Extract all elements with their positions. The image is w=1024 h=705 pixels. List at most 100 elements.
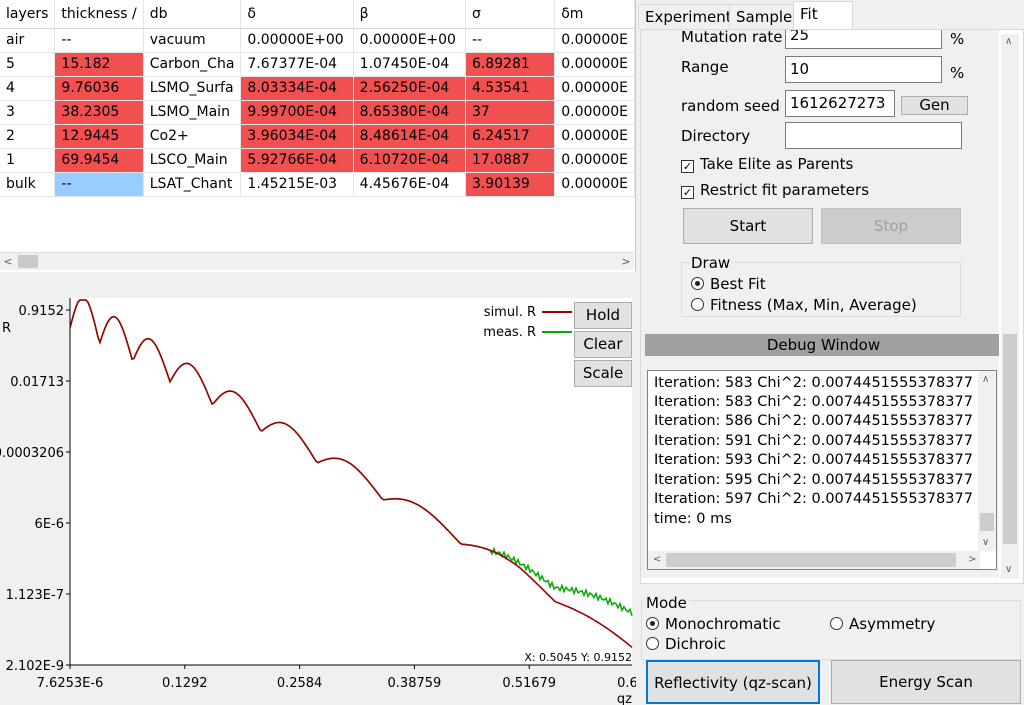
table-cell[interactable]: 9.99700E-04 xyxy=(240,100,354,125)
scroll-right-icon[interactable]: > xyxy=(621,255,631,268)
table-cell[interactable]: -- xyxy=(54,172,144,197)
scroll-down-icon[interactable]: ∨ xyxy=(982,537,990,548)
table-cell[interactable]: LSMO_Main xyxy=(143,100,242,125)
col-header-sigma[interactable]: σ xyxy=(465,0,556,29)
asymmetry-radio[interactable]: Asymmetry xyxy=(830,615,935,633)
table-cell[interactable]: LSAT_Chant xyxy=(143,172,242,197)
table-cell[interactable]: 1.07450E-04 xyxy=(353,52,466,77)
scrollbar-thumb[interactable] xyxy=(18,255,38,268)
hold-button[interactable]: Hold xyxy=(574,302,632,329)
scroll-down-icon[interactable]: ∨ xyxy=(1005,564,1013,575)
table-cell[interactable]: vacuum xyxy=(143,28,242,53)
scrollbar-thumb[interactable] xyxy=(1003,334,1017,544)
table-cell[interactable]: 0.00000E xyxy=(554,172,635,197)
debug-horizontal-scrollbar[interactable]: < > xyxy=(648,551,980,569)
stop-button[interactable]: Stop xyxy=(821,208,961,244)
table-cell[interactable]: 37 xyxy=(465,100,556,125)
reflectivity-plot[interactable]: 0.9152 0.01713 0.0003206 6E-6 1.123E-7 2.102E… xyxy=(0,292,636,705)
table-cell[interactable]: 2 xyxy=(0,124,56,149)
scrollbar-thumb[interactable] xyxy=(666,553,956,567)
fit-panel-scrollbar[interactable]: ∧ ∨ xyxy=(1001,34,1019,579)
table-cell[interactable]: 8.48614E-04 xyxy=(353,124,466,149)
take-elite-label: Take Elite as Parents xyxy=(700,155,854,173)
col-header-beta[interactable]: β xyxy=(353,0,466,29)
col-header-delta-m[interactable]: δm xyxy=(554,0,635,29)
table-cell[interactable]: 15.182 xyxy=(54,52,144,77)
monochromatic-radio[interactable]: Monochromatic xyxy=(646,615,781,633)
table-cell[interactable]: 3.96034E-04 xyxy=(240,124,354,149)
energy-scan-button[interactable]: Energy Scan xyxy=(831,660,1021,704)
table-cell[interactable]: 38.2305 xyxy=(54,100,144,125)
table-row: 4 9.76036 LSMO_Surfa 8.03334E-04 2.56250E-04… xyxy=(0,76,635,101)
table-cell[interactable]: 12.9445 xyxy=(54,124,144,149)
table-cell[interactable]: 3.90139 xyxy=(465,172,556,197)
table-cell[interactable]: 1.45215E-03 xyxy=(240,172,354,197)
table-cell[interactable]: 8.03334E-04 xyxy=(240,76,354,101)
col-header-layers[interactable]: layers xyxy=(0,0,56,29)
table-cell[interactable]: 5 xyxy=(0,52,56,77)
random-seed-field[interactable]: 1612627273 xyxy=(785,90,895,117)
clear-button[interactable]: Clear xyxy=(574,331,632,358)
table-cell[interactable]: air xyxy=(0,28,56,53)
table-cell[interactable]: 0.00000E xyxy=(554,28,635,53)
table-cell[interactable]: 4.45676E-04 xyxy=(353,172,466,197)
table-cell[interactable]: 0.00000E xyxy=(554,100,635,125)
table-cell[interactable]: 2.56250E-04 xyxy=(353,76,466,101)
table-cell[interactable]: 6.89281 xyxy=(465,52,556,77)
table-cell[interactable]: 4 xyxy=(0,76,56,101)
fitness-radio[interactable]: Fitness (Max, Min, Average) xyxy=(691,296,917,314)
table-cell[interactable]: LSMO_Surfa xyxy=(143,76,242,101)
table-cell[interactable]: 0.00000E+00 xyxy=(353,28,466,53)
tab-fit[interactable]: Fit xyxy=(793,1,853,30)
take-elite-checkbox[interactable]: ✓ Take Elite as Parents xyxy=(681,155,853,173)
directory-field[interactable] xyxy=(785,122,962,149)
mutation-rate-field[interactable]: 25 xyxy=(785,30,942,49)
percent-label: % xyxy=(950,30,965,48)
table-cell[interactable]: 17.0887 xyxy=(465,148,556,173)
table-cell[interactable]: 3 xyxy=(0,100,56,125)
table-horizontal-scrollbar[interactable]: < > xyxy=(0,252,634,270)
table-cell[interactable]: LSCO_Main xyxy=(143,148,242,173)
debug-log[interactable]: Iteration: 583 Chi^2: 0.0074451555378377… xyxy=(647,370,997,570)
table-cell[interactable]: 0.00000E xyxy=(554,124,635,149)
table-cell[interactable]: 0.00000E+00 xyxy=(240,28,354,53)
col-header-db[interactable]: db xyxy=(143,0,242,29)
scale-button[interactable]: Scale xyxy=(574,360,632,387)
scroll-up-icon[interactable]: ∧ xyxy=(1005,36,1013,47)
table-cell[interactable]: -- xyxy=(465,28,556,53)
table-cell[interactable]: 6.24517 xyxy=(465,124,556,149)
table-cell[interactable]: 0.00000E xyxy=(554,52,635,77)
table-cell[interactable]: Carbon_Cha xyxy=(143,52,242,77)
gen-button[interactable]: Gen xyxy=(901,96,968,115)
reflectivity-scan-button[interactable]: Reflectivity (qz-scan) xyxy=(646,660,820,704)
scroll-left-icon[interactable]: < xyxy=(3,255,13,268)
table-cell[interactable]: 6.10720E-04 xyxy=(353,148,466,173)
table-cell[interactable]: 69.9454 xyxy=(54,148,144,173)
table-cell[interactable]: bulk xyxy=(0,172,56,197)
table-cell[interactable]: 0.00000E xyxy=(554,76,635,101)
debug-vertical-scrollbar[interactable]: ∧ ∨ xyxy=(978,371,996,551)
restrict-fit-checkbox[interactable]: ✓ Restrict fit parameters xyxy=(681,181,869,199)
scroll-left-icon[interactable]: < xyxy=(653,554,662,565)
scrollbar-thumb[interactable] xyxy=(980,513,994,531)
table-cell[interactable]: 0.00000E xyxy=(554,148,635,173)
table-cell[interactable]: 8.65380E-04 xyxy=(353,100,466,125)
table-cell[interactable]: 4.53541 xyxy=(465,76,556,101)
tab-experiment[interactable]: Experiment xyxy=(638,4,739,29)
col-header-thickness[interactable]: thickness / xyxy=(54,0,144,29)
scroll-right-icon[interactable]: > xyxy=(968,554,977,565)
table-cell[interactable]: 7.67377E-04 xyxy=(240,52,354,77)
col-header-delta[interactable]: δ xyxy=(240,0,354,29)
best-fit-radio[interactable]: Best Fit xyxy=(691,275,766,293)
dichroic-radio[interactable]: Dichroic xyxy=(646,635,726,653)
table-cell[interactable]: 1 xyxy=(0,148,56,173)
table-cell[interactable]: 9.76036 xyxy=(54,76,144,101)
range-field[interactable]: 10 xyxy=(785,56,942,83)
table-cell[interactable]: Co2+ xyxy=(143,124,242,149)
table-cell[interactable]: 5.92766E-04 xyxy=(240,148,354,173)
start-button[interactable]: Start xyxy=(683,208,813,244)
tab-sample[interactable]: Sample xyxy=(729,4,800,29)
x-tick-label: 7.6253E-6 xyxy=(37,676,104,691)
table-cell[interactable]: -- xyxy=(54,28,144,53)
scroll-up-icon[interactable]: ∧ xyxy=(982,374,990,385)
